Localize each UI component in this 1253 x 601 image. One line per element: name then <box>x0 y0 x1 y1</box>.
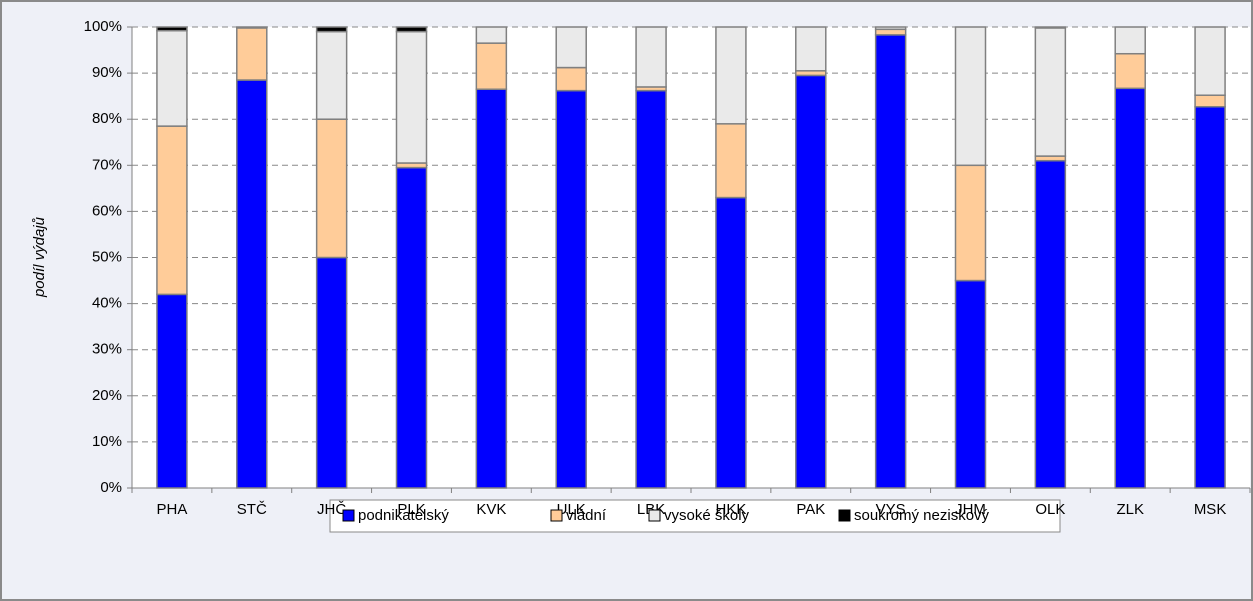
bar-segment <box>954 26 987 167</box>
y-tick-label: 80% <box>92 110 122 127</box>
x-tick-label: ZLK <box>1116 501 1144 518</box>
bar-segment <box>236 27 268 81</box>
bar-segment <box>555 26 587 69</box>
bar-segment <box>395 166 428 489</box>
bar-segment <box>1194 106 1226 489</box>
y-tick-label: 70% <box>92 156 122 173</box>
bar-segment <box>1114 26 1146 55</box>
bar-segment <box>715 26 747 125</box>
bar-segment <box>315 30 348 120</box>
bar-segment <box>156 26 188 32</box>
x-tick-label: PHA <box>157 501 188 518</box>
bar-segment <box>874 34 907 489</box>
x-tick-label: PLK <box>397 501 425 518</box>
bar-segment <box>315 256 348 489</box>
bar-segment <box>715 196 747 489</box>
legend-swatch <box>550 509 563 522</box>
y-tick-label: 50% <box>92 248 122 265</box>
bar-segment <box>315 26 348 33</box>
x-tick-label: HKK <box>716 501 747 518</box>
bar-segment <box>236 26 268 29</box>
y-tick-label: 30% <box>92 341 122 358</box>
bar-segment <box>395 30 428 164</box>
x-tick-label: ULK <box>557 501 586 518</box>
bar-segment <box>156 29 188 127</box>
legend-swatch <box>648 509 661 522</box>
legend-label: soukromý neziskový <box>854 507 990 524</box>
x-tick-label: KVK <box>476 501 506 518</box>
bar-segment <box>395 26 428 33</box>
bar-segment <box>156 293 188 489</box>
bar-segment <box>635 89 667 489</box>
bar-segment <box>1034 27 1067 157</box>
bar-segment <box>555 66 587 92</box>
x-tick-label: JHČ <box>317 501 346 518</box>
legend-label: vysoké školy <box>664 507 750 524</box>
x-tick-label: JHM <box>955 501 986 518</box>
legend-label: vládní <box>566 507 607 524</box>
legend <box>329 499 1061 533</box>
legend-swatch <box>342 509 355 522</box>
bar-segment <box>1114 87 1146 489</box>
bar-segment <box>475 88 508 489</box>
bar-segment <box>1194 26 1226 96</box>
bar-segment <box>236 79 268 489</box>
x-tick-label: OLK <box>1035 501 1065 518</box>
legend-label: podnikatelský <box>358 507 449 524</box>
bar-segment <box>635 26 667 88</box>
bar-segment <box>315 118 348 259</box>
bar-segment <box>954 279 987 489</box>
bar-segment <box>795 74 827 489</box>
bar-segment <box>555 89 587 489</box>
y-tick-label: 40% <box>92 295 122 312</box>
y-tick-label: 0% <box>100 479 122 496</box>
y-axis-label: podíl výdajů <box>31 216 48 298</box>
x-tick-label: PAK <box>796 501 825 518</box>
bar-segment <box>715 123 747 199</box>
y-tick-label: 60% <box>92 202 122 219</box>
bar-segment <box>1034 26 1067 29</box>
x-tick-label: MSK <box>1194 501 1227 518</box>
bar-segment <box>954 164 987 282</box>
bar-segment <box>1114 52 1146 90</box>
legend-swatch <box>838 509 851 522</box>
bar-segment <box>156 125 188 296</box>
bar-segment <box>1194 94 1226 108</box>
y-tick-label: 10% <box>92 433 122 450</box>
y-tick-label: 90% <box>92 64 122 81</box>
x-tick-label: STČ <box>237 501 267 518</box>
bar-segment <box>1034 159 1067 489</box>
bar-segment <box>795 26 827 72</box>
y-tick-label: 20% <box>92 387 122 404</box>
bar-segment <box>874 26 907 31</box>
x-tick-label: VYS <box>876 501 906 518</box>
y-tick-label: 100% <box>84 18 122 35</box>
bar-segment <box>475 26 508 44</box>
bar-segment <box>475 42 508 90</box>
bar-segment <box>874 28 907 36</box>
